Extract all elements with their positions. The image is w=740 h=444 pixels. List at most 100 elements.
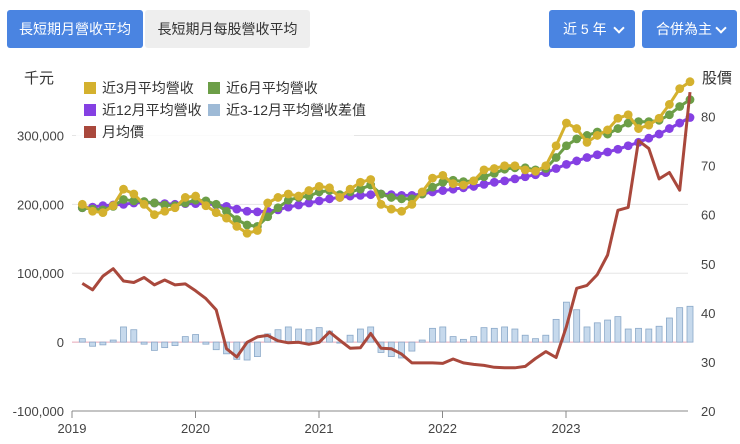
ma12-point — [489, 177, 499, 187]
legend-label: 近6月平均營收 — [226, 80, 318, 96]
x-tick-label: 2023 — [552, 421, 581, 436]
ma12-point — [675, 118, 685, 128]
price-line — [81, 91, 692, 370]
ma3-point — [417, 187, 427, 197]
ma6-point — [551, 153, 561, 162]
diff-bar — [356, 328, 364, 343]
y-right-tick-label: 70 — [701, 159, 715, 174]
ma3-point — [644, 120, 654, 130]
diff-bar — [532, 338, 539, 343]
ma12-point — [562, 159, 571, 169]
y-left-tick-label: 0 — [57, 335, 64, 350]
diff-bar — [181, 336, 189, 343]
y-left-tick-label: -100,000 — [13, 404, 64, 419]
diff-bar — [120, 326, 127, 343]
ma12-point — [520, 172, 530, 182]
ma3-point — [572, 124, 582, 133]
diff-bar — [573, 309, 581, 343]
ma12-point — [551, 164, 561, 173]
ma12-point — [438, 186, 448, 195]
ma6-point — [160, 200, 170, 210]
ma6-point — [242, 220, 252, 230]
diff-bar — [150, 341, 158, 351]
legend-label: 近12月平均營收 — [102, 102, 202, 118]
legend-label: 月均價 — [102, 124, 144, 140]
diff-bar — [398, 341, 406, 359]
ma12-point — [572, 156, 582, 166]
ma3-point — [634, 124, 643, 133]
ma3-point — [253, 226, 262, 235]
ma6-point — [211, 199, 221, 209]
ma6-point — [129, 196, 139, 206]
diff-bar — [99, 341, 107, 346]
diff-bar — [604, 319, 611, 343]
ma3-point — [129, 189, 139, 199]
ma3-point — [345, 184, 355, 194]
legend-swatch — [84, 126, 96, 138]
ma3-point — [541, 161, 551, 171]
y-axis-left: -100,000 0 100,000 200,000 300,000 — [13, 128, 64, 419]
diff-bar — [130, 329, 138, 343]
x-axis: 2019 2020 2021 2022 2023 — [58, 410, 688, 436]
diff-bar — [511, 328, 519, 343]
years-dropdown[interactable]: 近 5 年 — [549, 10, 635, 48]
ma3-point — [160, 206, 170, 216]
ma6-point — [273, 203, 283, 213]
tab-long-short-monthly-eps-revenue-avg[interactable]: 長短期月每股營收平均 — [145, 10, 310, 48]
ma6-point — [438, 177, 448, 187]
years-dropdown-label: 近 5 年 — [563, 21, 607, 37]
ma3-point — [407, 199, 417, 209]
diff-bar — [109, 339, 117, 343]
ma3-point — [98, 208, 108, 218]
diff-bar — [686, 305, 694, 343]
legend-swatch — [84, 104, 96, 116]
ma12-point — [283, 202, 293, 212]
ma3-point — [201, 201, 211, 211]
ma3-point — [397, 206, 406, 216]
ma3-point — [366, 175, 376, 184]
ma12-point — [325, 194, 334, 204]
consolidation-dropdown[interactable]: 合併為主 — [642, 10, 737, 48]
diff-bar — [676, 307, 684, 343]
diff-bar — [449, 336, 457, 343]
x-tick-label: 2020 — [181, 421, 210, 436]
ma6-point — [119, 195, 128, 204]
ma3-point — [356, 177, 365, 187]
ma3-point — [428, 173, 437, 183]
ma3-point — [119, 184, 128, 194]
ma3-point — [211, 208, 221, 218]
y-right-tick-label: 50 — [701, 257, 715, 272]
right-axis-title: 股價 — [702, 70, 732, 87]
ma6-point — [675, 102, 685, 111]
ma12-point — [314, 196, 324, 206]
ma12-point — [500, 176, 509, 186]
diff-bar — [140, 341, 148, 345]
diff-bar — [552, 318, 560, 343]
ma12-point — [603, 147, 612, 157]
y-left-tick-label: 200,000 — [17, 197, 64, 212]
diff-bar — [593, 322, 601, 343]
x-tick-label: 2019 — [58, 421, 87, 436]
ma3-point — [242, 228, 252, 238]
ma12-point — [623, 141, 633, 151]
ma6-point — [386, 193, 396, 202]
diff-bar — [161, 341, 169, 349]
y-left-tick-label: 100,000 — [17, 266, 64, 281]
legend-label: 近3月平均營收 — [102, 80, 194, 96]
ma6-point — [613, 124, 623, 133]
ma3-point — [438, 171, 448, 180]
ma3-point — [623, 110, 633, 120]
x-tick-label: 2022 — [428, 421, 457, 436]
ma3-point — [675, 84, 685, 93]
diff-bar — [429, 327, 436, 343]
ma3-point — [325, 183, 334, 193]
legend-label: 近3-12月平均營收差值 — [226, 102, 366, 118]
ma3-point — [613, 113, 623, 123]
ma3-point — [531, 166, 540, 176]
ma3-point — [685, 77, 695, 87]
tab-long-short-monthly-revenue-avg[interactable]: 長短期月營收平均 — [7, 10, 143, 48]
ma3-point — [273, 193, 283, 202]
y-right-tick-label: 60 — [701, 208, 715, 223]
ma3-point — [500, 161, 509, 171]
